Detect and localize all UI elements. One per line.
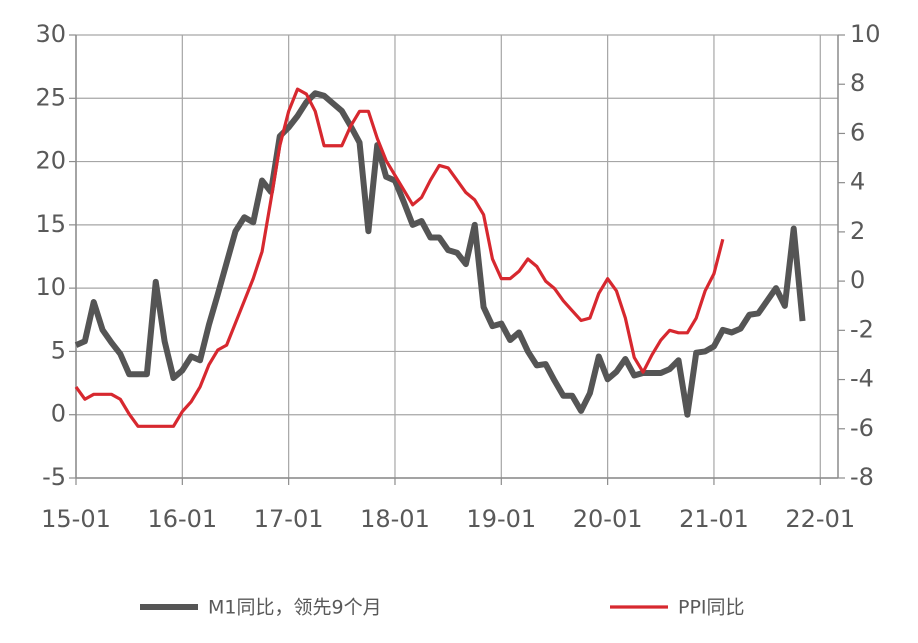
x-tick-label: 16-01 [147,505,217,533]
x-tick-label: 21-01 [679,505,749,533]
y2-tick-label: -8 [850,463,874,491]
y-tick-label: 20 [35,147,66,175]
y2-tick-label: 4 [850,168,865,196]
y2-tick-label: -6 [850,414,874,442]
y2-tick-label: 10 [850,20,881,48]
y2-tick-label: 6 [850,118,865,146]
y-tick-label: 30 [35,20,66,48]
x-tick-label: 15-01 [41,505,111,533]
x-tick-label: 22-01 [785,505,855,533]
y2-tick-label: 0 [850,266,865,294]
x-tick-label: 18-01 [360,505,430,533]
y2-tick-label: 2 [850,217,865,245]
y-tick-label: 5 [51,336,66,364]
x-tick-label: 19-01 [466,505,536,533]
y-tick-label: 10 [35,273,66,301]
y2-tick-label: -2 [850,315,874,343]
series-line [74,87,725,428]
y-tick-label: -5 [42,463,66,491]
y2-tick-label: -4 [850,365,874,393]
series-line [74,90,806,418]
legend-label: PPI同比 [678,597,745,619]
y-tick-label: 0 [51,400,66,428]
y2-tick-label: 8 [850,69,865,97]
y-tick-label: 25 [35,83,66,111]
x-tick-label: 20-01 [573,505,643,533]
y-tick-label: 15 [35,210,66,238]
x-tick-label: 17-01 [254,505,324,533]
legend-label: M1同比，领先9个月 [208,597,382,619]
